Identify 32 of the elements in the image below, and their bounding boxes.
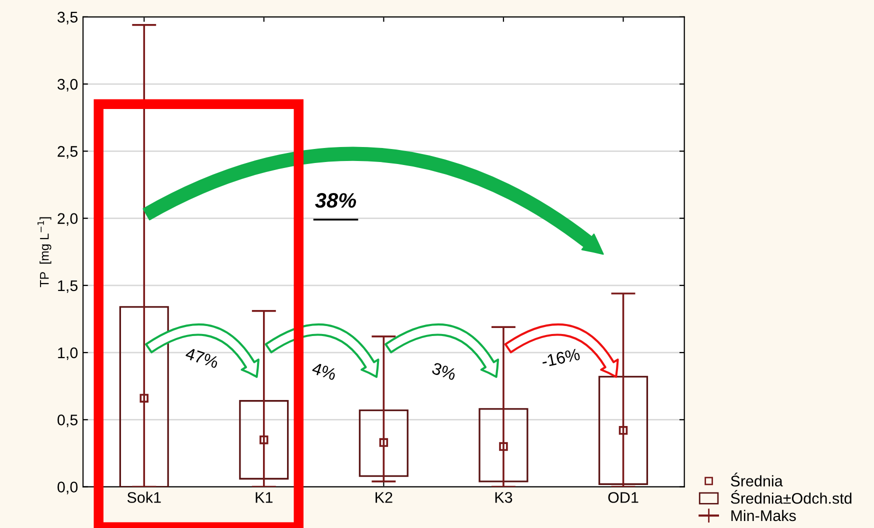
bar [119,306,169,487]
x-tick-label: OD1 [608,492,638,503]
point [379,438,388,447]
annotation: 3% [431,362,457,380]
annotation: 38% [315,193,356,208]
y-axis-title: TP [mg L$^{−1}$] [38,217,52,288]
y-tick-label: 0,5 [58,414,78,428]
y-tick-label: 3,5 [58,12,78,24]
x-tick-label: Sok1 [127,492,161,503]
y-tick-label: 3,0 [58,78,78,92]
point [140,394,148,403]
y-tick-label: 0,0 [58,482,78,494]
bar [358,409,408,477]
y-tick-label: 2,0 [58,213,78,226]
legend-label: Średnia [730,472,783,486]
y-tick-label: 1,0 [58,347,78,360]
point [618,426,628,435]
annotation: 4% [311,362,337,380]
text: Min-Maks [731,510,796,522]
x-tick-label: K1 [256,492,272,503]
x-tick-label: K3 [495,492,512,503]
point [260,435,268,444]
annotation: -16% [541,348,580,368]
bar [598,376,648,485]
legend-label: Średnia±Odch.std [730,490,852,504]
annotation: 47% [184,347,220,368]
x-tick-label: K2 [376,492,392,503]
y-tick-label: 2,5 [58,146,78,159]
y-tick-label: 1,5 [58,280,78,293]
bar [239,400,289,480]
point [499,442,508,451]
bar [478,408,528,482]
